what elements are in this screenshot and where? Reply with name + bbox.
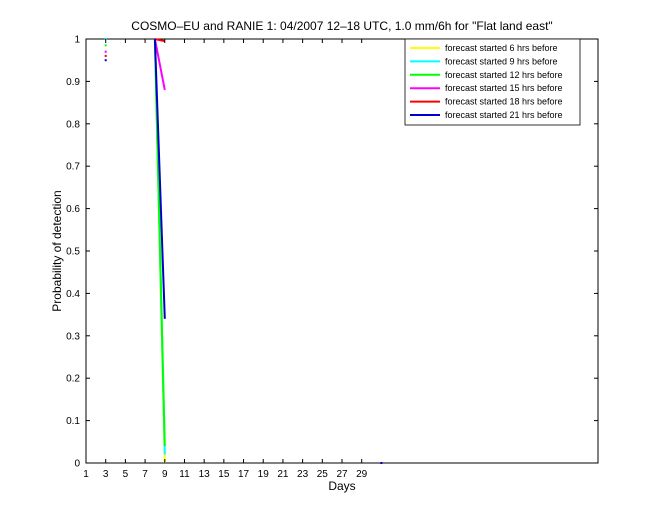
legend-label: forecast started 9 hrs before [445, 56, 558, 66]
x-tick-label: 13 [199, 469, 211, 480]
y-axis: 0 0.1 0.2 0.3 0.4 0.5 0.6 0.7 0.8 0.9 1 [66, 35, 598, 470]
y-tick-label: 0 [74, 459, 80, 470]
y-tick-label: 0.3 [66, 331, 80, 342]
y-tick-label: 0.8 [66, 119, 80, 130]
x-tick-label: 15 [218, 469, 230, 480]
legend-label: forecast started 15 hrs before [445, 83, 563, 93]
y-tick-label: 0.9 [66, 77, 80, 88]
data-point [380, 462, 383, 464]
x-tick-label: 17 [238, 469, 250, 480]
chart-title: COSMO–EU and RANIE 1: 04/2007 12–18 UTC,… [131, 19, 552, 33]
y-tick-label: 0.7 [66, 162, 80, 173]
x-tick-label: 5 [123, 469, 129, 480]
y-tick-label: 0.6 [66, 204, 80, 215]
data-point [104, 44, 107, 47]
y-tick-label: 0.2 [66, 374, 80, 385]
y-tick-label: 0.5 [66, 247, 80, 258]
data-point [104, 54, 107, 57]
x-tick-label: 7 [142, 469, 148, 480]
data-point [104, 50, 107, 53]
y-tick-label: 0.4 [66, 289, 80, 300]
x-tick-label: 3 [103, 469, 109, 480]
legend-box [404, 38, 581, 126]
x-tick-label: 29 [356, 469, 368, 480]
series-layer [104, 38, 383, 464]
x-tick-label: 21 [277, 469, 289, 480]
x-tick-label: 19 [258, 469, 270, 480]
x-tick-label: 9 [162, 469, 168, 480]
x-axis-label: Days [328, 479, 355, 493]
legend-label: forecast started 18 hrs before [445, 97, 563, 107]
y-axis-label: Probability of detection [50, 190, 64, 311]
y-tick-label: 1 [74, 35, 80, 46]
series-line [153, 38, 166, 319]
series-line [153, 38, 166, 91]
series-line [154, 38, 166, 43]
legend-label: forecast started 6 hrs before [445, 43, 558, 53]
x-axis: 1 3 5 7 9 11 13 15 17 19 21 23 25 27 29 [83, 39, 368, 480]
legend: forecast started 6 hrs before forecast st… [404, 38, 581, 126]
x-tick-label: 23 [297, 469, 309, 480]
x-tick-label: 25 [317, 469, 329, 480]
x-tick-label: 1 [83, 469, 89, 480]
data-point [104, 59, 107, 62]
x-tick-label: 27 [336, 469, 348, 480]
legend-label: forecast started 12 hrs before [445, 70, 563, 80]
legend-label: forecast started 21 hrs before [445, 110, 563, 120]
x-tick-label: 11 [179, 469, 190, 480]
y-tick-label: 0.1 [66, 416, 80, 427]
